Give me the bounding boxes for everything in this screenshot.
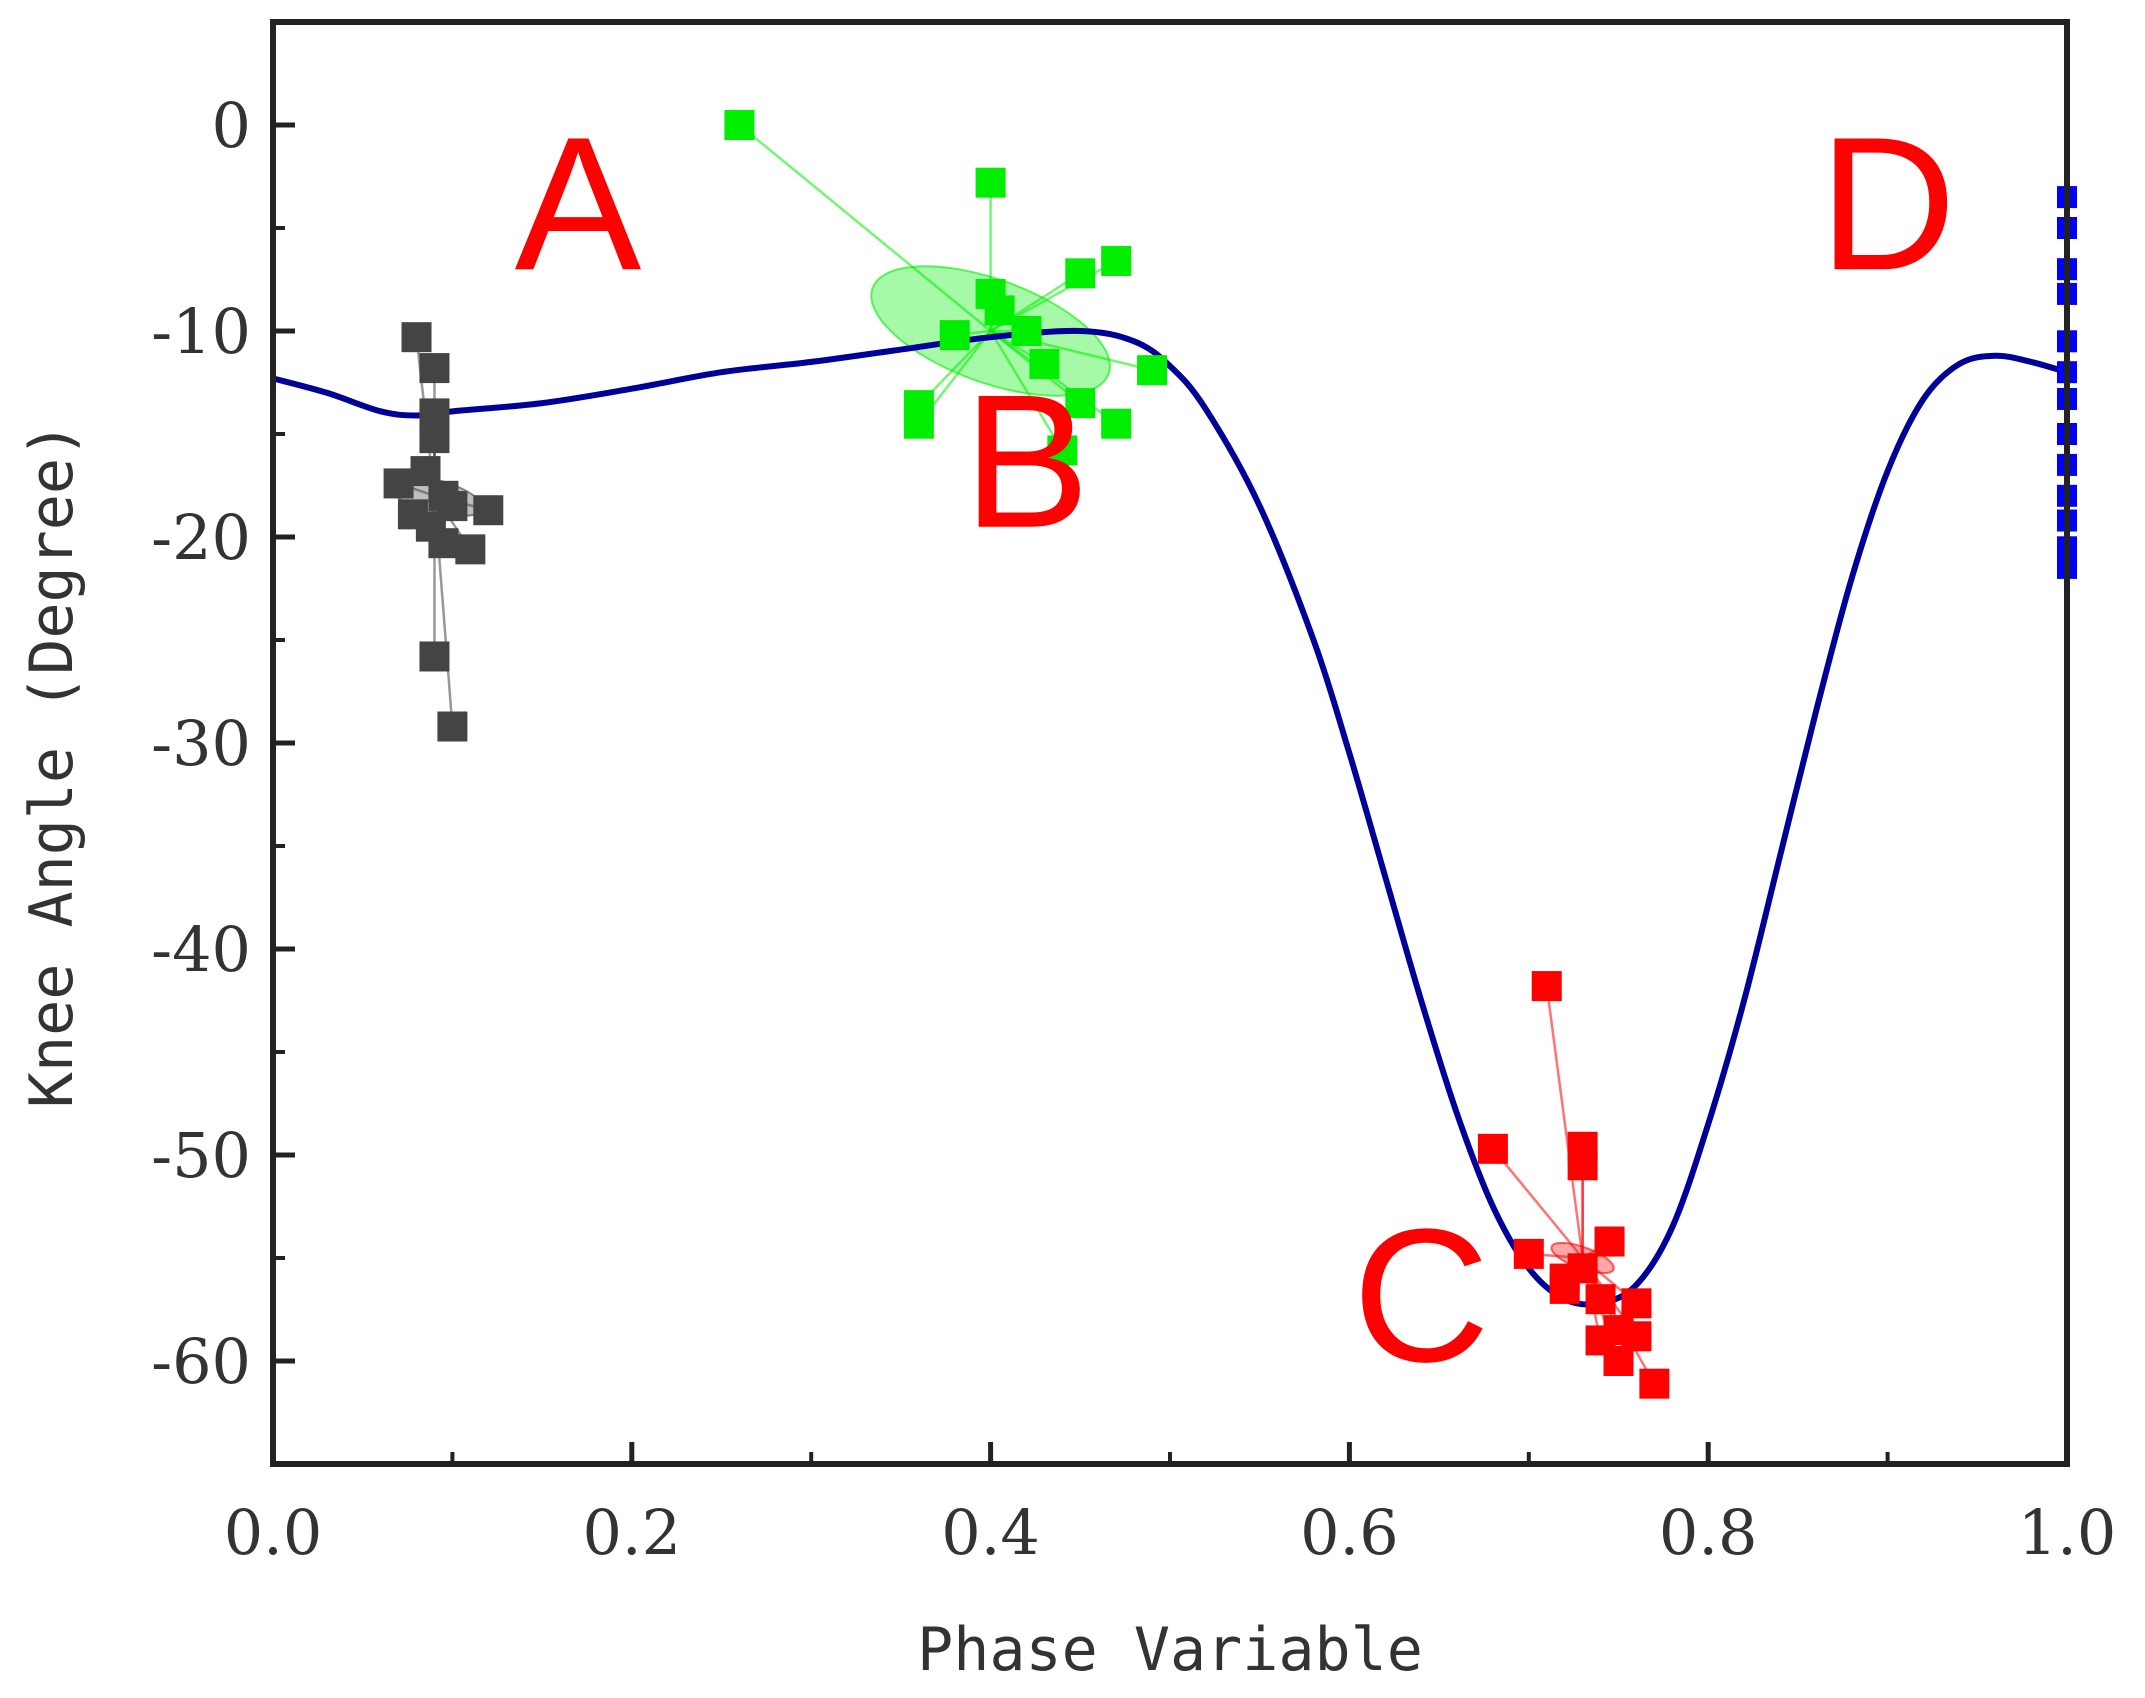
curve-layer bbox=[270, 327, 2070, 1308]
cluster-c-point-3 bbox=[1567, 1150, 1598, 1181]
cluster-c-point-9 bbox=[1585, 1284, 1616, 1315]
cluster-a-point-14 bbox=[437, 711, 468, 742]
y-tick-label-2: -20 bbox=[151, 501, 251, 574]
cluster-label-b: B bbox=[963, 356, 1090, 568]
y-tick-label-6: -60 bbox=[151, 1325, 251, 1398]
cluster-a-point-0 bbox=[401, 322, 432, 353]
cluster-b-point-2 bbox=[1065, 258, 1096, 289]
points-layer bbox=[383, 110, 2077, 1399]
cluster-a-point-12 bbox=[473, 495, 504, 526]
cluster-a-point-11 bbox=[455, 534, 486, 565]
cluster-c-spoke-0 bbox=[1545, 985, 1584, 1259]
cluster-a-point-5 bbox=[383, 468, 414, 499]
cluster-c-spoke-1 bbox=[1491, 1148, 1584, 1259]
cluster-b-point-12 bbox=[1065, 388, 1096, 419]
cluster-b-point-11 bbox=[903, 408, 934, 439]
cluster-a-point-1 bbox=[419, 353, 450, 384]
cluster-b-point-14 bbox=[1047, 435, 1078, 466]
cluster-b-point-3 bbox=[1101, 245, 1132, 276]
y-tick-label-1: -10 bbox=[151, 295, 251, 368]
cluster-labels-layer: A B C D bbox=[515, 98, 1957, 1402]
cluster-c-point-4 bbox=[1513, 1238, 1544, 1269]
cluster-a-point-3 bbox=[419, 423, 450, 454]
cluster-b-spoke-14 bbox=[989, 330, 1064, 452]
cluster-c-point-15 bbox=[1639, 1368, 1670, 1399]
cluster-b-point-9 bbox=[1137, 355, 1168, 386]
x-tick-label-3: 0.6 bbox=[1300, 1496, 1399, 1569]
x-tick-label-0: 0.0 bbox=[224, 1496, 323, 1569]
x-tick-label-5: 1.0 bbox=[2018, 1496, 2117, 1569]
cluster-c-point-8 bbox=[1594, 1226, 1625, 1257]
cluster-c-point-14 bbox=[1603, 1346, 1634, 1376]
y-tick-label-5: -50 bbox=[151, 1119, 251, 1192]
cluster-a-point-10 bbox=[428, 528, 459, 559]
cluster-c-point-11 bbox=[1621, 1288, 1652, 1319]
x-axis-title: Phase Variable bbox=[917, 1615, 1423, 1685]
x-tick-label-4: 0.8 bbox=[1659, 1496, 1758, 1569]
cluster-b-point-5 bbox=[984, 295, 1015, 326]
y-tick-label-4: -40 bbox=[151, 913, 251, 986]
y-tick-label-3: -30 bbox=[151, 707, 251, 780]
x-tick-label-2: 0.4 bbox=[941, 1496, 1040, 1569]
cluster-b-point-13 bbox=[1101, 408, 1132, 439]
tick-labels-layer: 0.0 0.2 0.4 0.6 0.8 1.0 0 -10 -20 -30 -40 -50 -60 bbox=[151, 89, 2116, 1569]
cluster-label-a: A bbox=[515, 98, 642, 310]
cluster-c-point-7 bbox=[1567, 1253, 1598, 1284]
cluster-b-point-8 bbox=[1029, 348, 1060, 379]
cluster-b-point-7 bbox=[939, 320, 970, 351]
cluster-b-spoke-0 bbox=[738, 124, 992, 332]
ticks-layer bbox=[270, 20, 2070, 1466]
cluster-b-point-0 bbox=[724, 110, 755, 140]
cluster-label-c: C bbox=[1353, 1190, 1490, 1402]
cluster-c-point-1 bbox=[1477, 1133, 1508, 1164]
y-tick-label-0: 0 bbox=[212, 89, 251, 162]
cluster-b-point-6 bbox=[1011, 316, 1042, 346]
knee-angle-curve bbox=[270, 327, 2070, 1308]
cluster-c-point-0 bbox=[1531, 971, 1562, 1002]
cluster-label-d: D bbox=[1819, 98, 1956, 310]
x-tick-label-1: 0.2 bbox=[582, 1496, 681, 1569]
cluster-b-point-1 bbox=[975, 167, 1006, 198]
y-axis-title: Knee Angle (Degree) bbox=[17, 422, 87, 1108]
cluster-a-point-13 bbox=[419, 641, 450, 672]
